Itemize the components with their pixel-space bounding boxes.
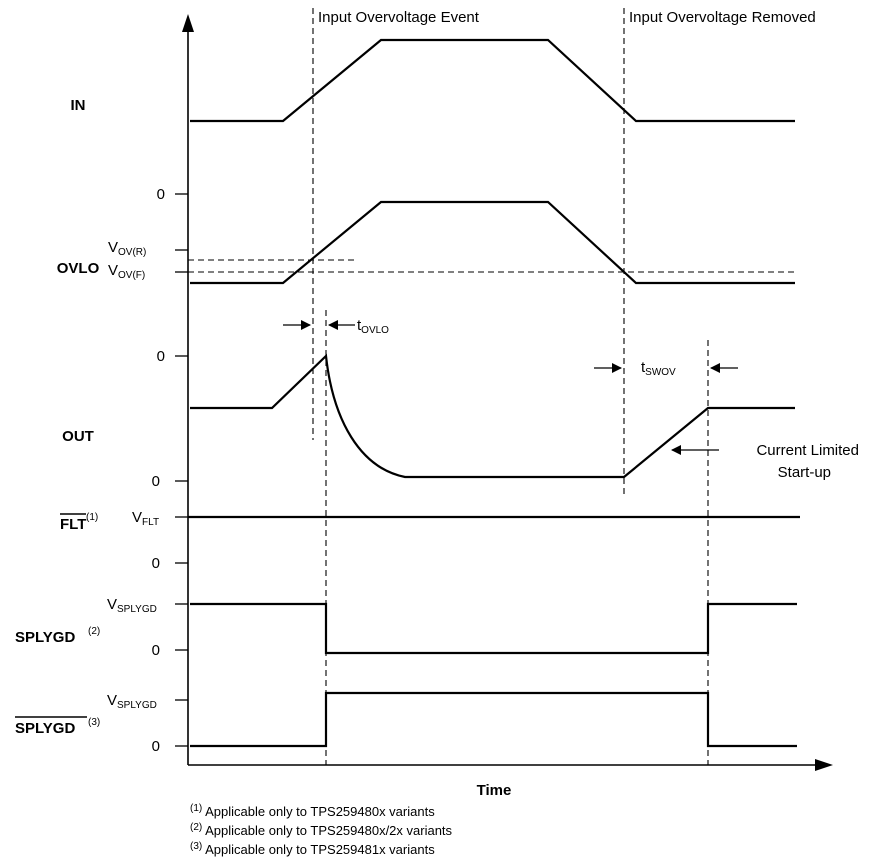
level-flt-zero: 0	[152, 555, 160, 572]
event-removed-label: Input Overvoltage Removed	[629, 9, 816, 26]
level-vov-f: VOV(F)	[108, 262, 145, 281]
signal-ovlo-label: OVLO	[57, 260, 100, 277]
level-out-top-zero: 0	[157, 348, 165, 365]
axes	[182, 14, 833, 771]
signal-splygd: SPLYGD (2)	[15, 626, 100, 646]
signal-flt-label: FLT	[60, 516, 86, 533]
level-ovlo-zero: 0	[157, 186, 165, 203]
y-ticks	[175, 193, 188, 747]
signal-flt: FLT (1)	[60, 512, 98, 533]
signal-in-label: IN	[71, 97, 86, 114]
footnote-1: (1) Applicable only to TPS259480x varian…	[190, 803, 435, 819]
signal-splygd-n: SPLYGD (3)	[15, 716, 100, 737]
footnote-3: (3) Applicable only to TPS259481x varian…	[190, 841, 435, 857]
level-out-zero: 0	[152, 473, 160, 490]
level-vov-r: VOV(R)	[108, 239, 146, 258]
tswov-label: tSWOV	[641, 359, 676, 378]
current-limited-line2: Start-up	[778, 464, 831, 481]
in-trace	[190, 38, 795, 123]
x-axis-arrow-icon	[815, 759, 833, 771]
signal-splygd-n-label: SPLYGD	[15, 720, 75, 737]
signal-splygd-label: SPLYGD	[15, 629, 75, 646]
current-limited-annotation: Current Limited Start-up	[671, 442, 859, 481]
level-vsplygd: VSPLYGD	[107, 596, 157, 615]
splygd-n-trace	[190, 691, 797, 748]
x-axis-label: Time	[477, 782, 512, 799]
signal-splygd-note: (2)	[88, 626, 100, 637]
tovlo-annotation: tOVLO	[283, 317, 389, 336]
signal-splygd-n-note: (3)	[88, 717, 100, 728]
out-trace	[190, 353, 795, 479]
current-limited-line1: Current Limited	[756, 442, 859, 459]
level-splygd-n-zero: 0	[152, 738, 160, 755]
footnote-2: (2) Applicable only to TPS259480x/2x var…	[190, 822, 453, 838]
event-overvoltage-label: Input Overvoltage Event	[318, 9, 480, 26]
footnotes: (1) Applicable only to TPS259480x varian…	[190, 803, 453, 857]
level-splygd-zero: 0	[152, 642, 160, 659]
signal-out-label: OUT	[62, 428, 94, 445]
splygd-trace	[190, 602, 797, 655]
signal-flt-note: (1)	[86, 512, 98, 523]
level-vflt: VFLT	[132, 509, 159, 528]
ovlo-trace	[190, 200, 795, 285]
tovlo-label: tOVLO	[357, 317, 389, 336]
tswov-annotation: tSWOV	[594, 359, 738, 378]
y-axis-arrow-icon	[182, 14, 194, 32]
level-vsplygd-n: VSPLYGD	[107, 692, 157, 711]
